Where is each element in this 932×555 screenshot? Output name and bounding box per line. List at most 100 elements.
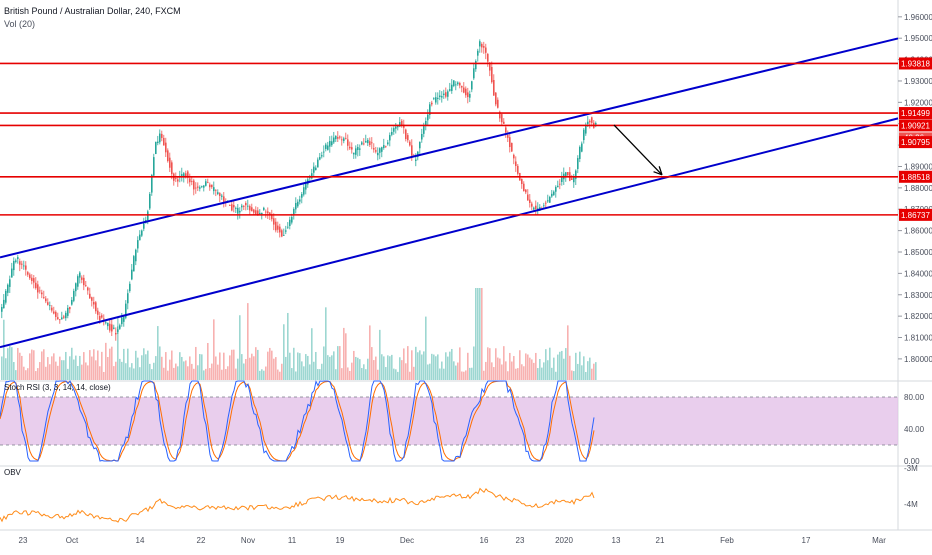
candle [223, 196, 225, 203]
candle [21, 263, 23, 265]
volume-bar [195, 346, 197, 380]
volume-bar [215, 356, 217, 380]
candle [557, 185, 559, 188]
trend-line[interactable] [0, 37, 899, 259]
candle [429, 104, 431, 115]
volume-bar [471, 367, 473, 380]
volume-bar [39, 362, 41, 380]
volume-bar [415, 346, 417, 380]
candle [551, 193, 553, 197]
forecast-arrow[interactable] [613, 124, 663, 176]
candle [495, 92, 497, 105]
volume-bar [441, 361, 443, 380]
price-tick-label: 1.83000 [904, 291, 932, 300]
volume-bar [131, 363, 133, 380]
volume-bar [571, 370, 573, 380]
candle [211, 184, 213, 188]
candle [39, 290, 41, 292]
candle [481, 43, 483, 48]
candle [443, 93, 445, 95]
volume-bar [365, 369, 367, 380]
volume-bar [583, 356, 585, 380]
candle [315, 167, 317, 170]
candle [493, 80, 495, 96]
candle [239, 210, 241, 213]
candle [527, 194, 529, 201]
candle [433, 98, 435, 100]
stoch-tick-label: 0.00 [904, 457, 920, 466]
candle [61, 317, 63, 320]
volume-bar [137, 357, 139, 380]
obv-tick-label: -3M [904, 464, 918, 473]
volume-bar [485, 361, 487, 380]
candle [543, 205, 545, 207]
candle [559, 183, 561, 185]
volume-bar [269, 347, 271, 380]
volume-bar [287, 312, 289, 380]
candle [15, 260, 17, 262]
candle [577, 158, 579, 169]
volume-bar [377, 369, 379, 380]
candle [367, 139, 369, 144]
volume-bar [301, 361, 303, 380]
trend-line[interactable] [0, 117, 899, 349]
candle [525, 189, 527, 193]
volume-bar [9, 346, 11, 380]
candle [187, 171, 189, 178]
candle [287, 226, 289, 228]
candle [245, 203, 247, 206]
volume-bar [375, 356, 377, 380]
candle [467, 92, 469, 98]
volume-bar [517, 368, 519, 380]
candle [49, 305, 51, 307]
candle [125, 303, 127, 318]
candle [7, 284, 9, 293]
candle [555, 186, 557, 192]
volume-bar [51, 356, 53, 380]
volume-bar [369, 325, 371, 380]
volume-bar [465, 370, 467, 380]
candle [285, 230, 287, 232]
level-tag-label: 1.93818 [901, 59, 930, 68]
level-tag [899, 170, 932, 183]
candle [425, 121, 427, 126]
candle [377, 152, 379, 156]
candle [293, 208, 295, 216]
candle [155, 141, 157, 154]
volume-bar [427, 364, 429, 380]
volume-bar [333, 351, 335, 380]
volume-bar [549, 347, 551, 380]
volume-bar [65, 351, 67, 380]
volume-bar [491, 362, 493, 380]
candle [107, 322, 109, 327]
volume-bar [367, 358, 369, 380]
candle [385, 145, 387, 147]
volume-bar [495, 348, 497, 380]
candle [361, 142, 363, 145]
volume-bar [157, 326, 159, 380]
volume-bar [113, 366, 115, 380]
volume-bar [453, 361, 455, 380]
candle [257, 210, 259, 215]
price-tick-label: 1.88000 [904, 184, 932, 193]
candle [117, 329, 119, 332]
time-tick-label: 13 [612, 536, 621, 545]
volume-bar [481, 288, 483, 380]
candle [587, 121, 589, 125]
candle [503, 121, 505, 124]
volume-bar [89, 350, 91, 380]
volume-bar [335, 369, 337, 380]
volume-bar [15, 370, 17, 380]
candle [477, 50, 479, 56]
volume-bar [199, 354, 201, 380]
volume-bar [225, 369, 227, 380]
candle [401, 120, 403, 126]
candle [483, 46, 485, 48]
candle [185, 173, 187, 177]
volume-bar [221, 369, 223, 380]
volume-bar [557, 354, 559, 380]
candle [191, 181, 193, 183]
candle [189, 178, 191, 183]
